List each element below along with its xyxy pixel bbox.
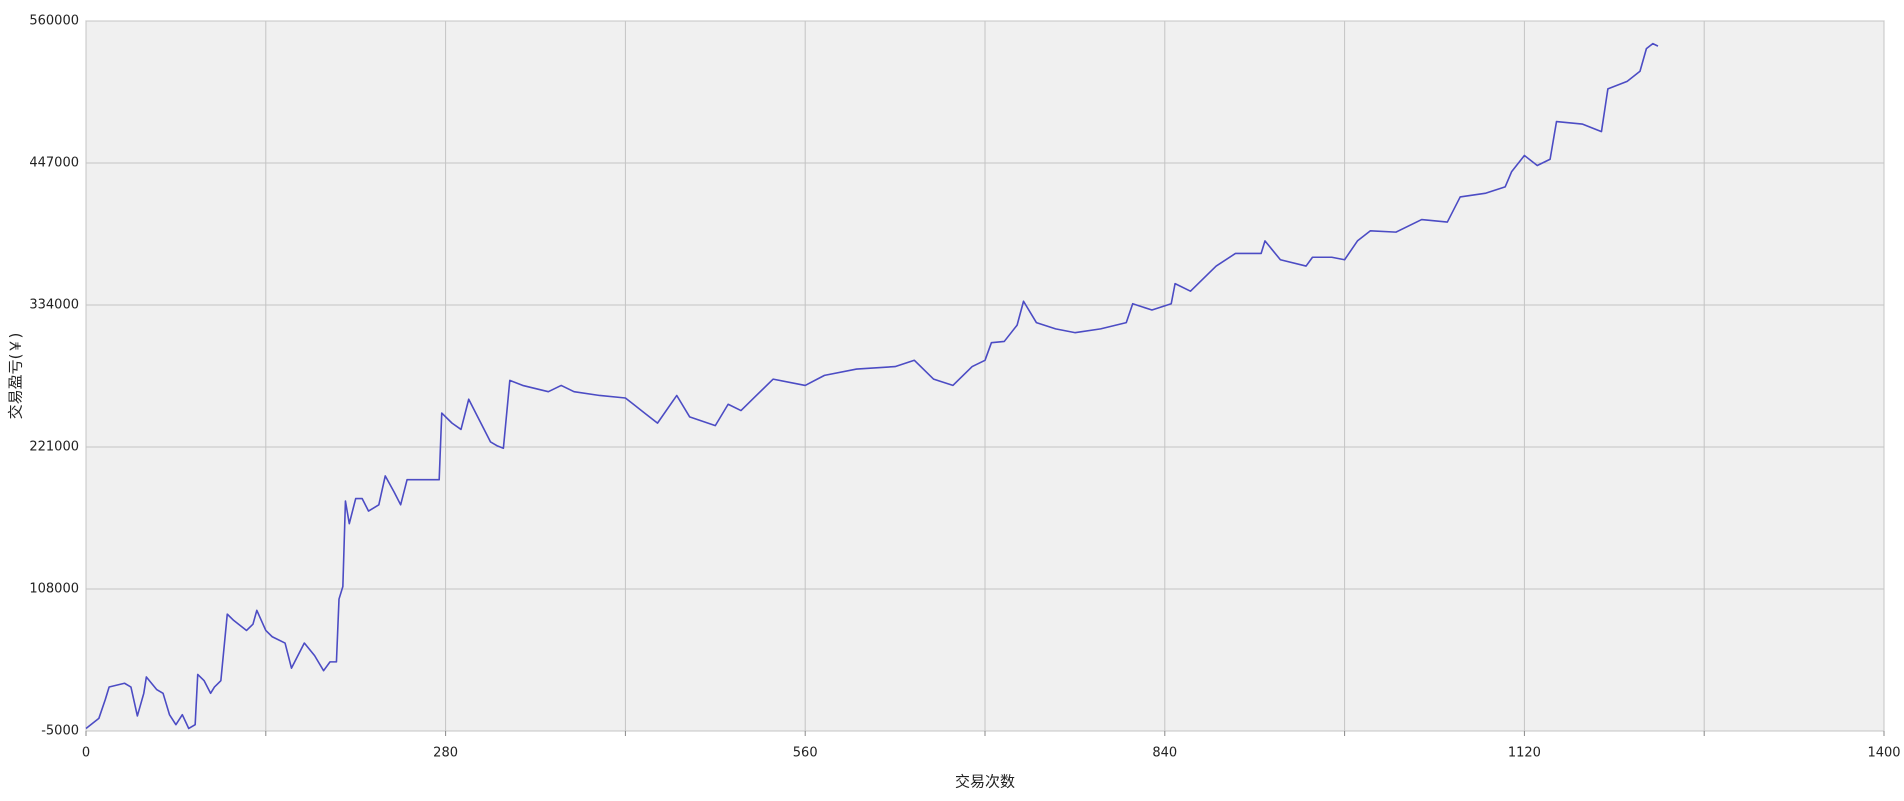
y-tick-label: 447000 <box>29 156 79 171</box>
y-tick-label: -5000 <box>41 724 79 739</box>
y-tick-label: 221000 <box>29 440 79 455</box>
x-tick-label: 0 <box>82 746 90 761</box>
y-tick-label: 108000 <box>29 582 79 597</box>
x-axis-title: 交易次数 <box>955 773 1015 791</box>
data-line <box>85 42 1659 730</box>
y-tick-label: 560000 <box>29 14 79 29</box>
x-tick-label: 560 <box>793 746 818 761</box>
x-tick-label: 840 <box>1152 746 1177 761</box>
y-axis-title: 交易盈亏(￥) <box>7 333 25 420</box>
x-tick-label: 1400 <box>1867 746 1900 761</box>
y-tick-label: 334000 <box>29 298 79 313</box>
x-tick-label: 1120 <box>1508 746 1541 761</box>
x-tick-label: 280 <box>433 746 458 761</box>
